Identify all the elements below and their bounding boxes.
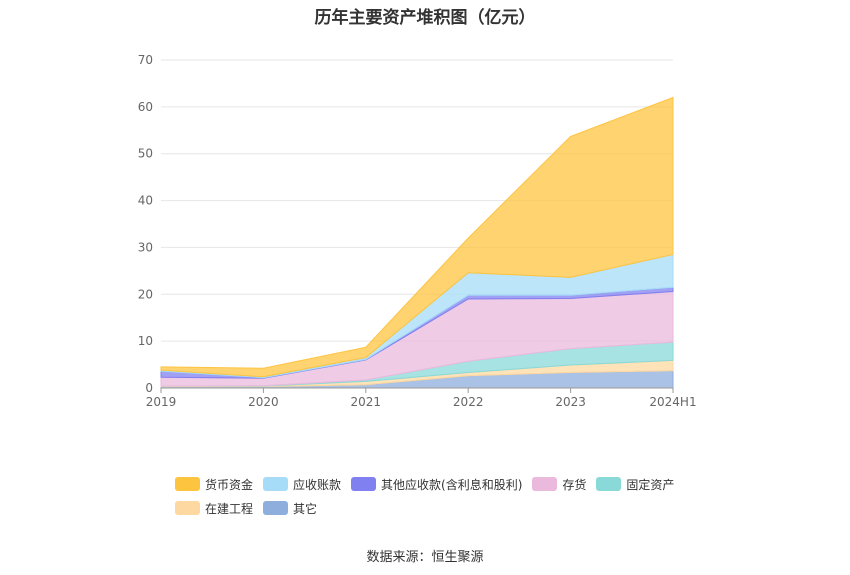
legend-label: 货币资金	[205, 477, 254, 492]
legend-swatch	[351, 477, 377, 491]
legend-label: 固定资产	[626, 477, 675, 492]
legend-label: 其他应收款(含利息和股利)	[381, 477, 523, 492]
legend-label: 存货	[562, 477, 587, 492]
y-tick-label: 0	[145, 381, 153, 395]
legend-row: 货币资金 应收账款 其他应收款(含利息和股利) 存货 固定资产	[175, 472, 695, 496]
legend-swatch	[175, 501, 200, 515]
legend-item[interactable]: 在建工程	[175, 500, 253, 517]
x-tick-label: 2020	[248, 395, 279, 409]
legend-swatch	[532, 477, 558, 491]
x-tick-label: 2019	[146, 395, 177, 409]
legend-label: 在建工程	[205, 501, 254, 516]
y-tick-label: 30	[138, 240, 153, 254]
axes: 0 10 20 30 40 50 60 70 2019 2020 2021 2022 2023 2024H…	[138, 53, 697, 409]
y-tick-label: 40	[138, 194, 153, 208]
legend-swatch	[263, 477, 289, 491]
legend-label: 应收账款	[293, 477, 342, 492]
y-tick-label: 50	[138, 147, 153, 161]
legend-label: 其它	[293, 501, 318, 516]
legend-swatch	[263, 501, 289, 515]
source-note: 数据来源：恒生聚源	[366, 550, 484, 565]
area-series	[160, 96, 674, 389]
legend-swatch	[175, 477, 200, 491]
chart-title: 历年主要资产堆积图（亿元）	[314, 8, 536, 28]
y-tick-label: 60	[138, 100, 153, 114]
legend-item[interactable]: 固定资产	[596, 476, 674, 493]
x-tick-label: 2022	[453, 395, 484, 409]
legend-item[interactable]: 应收账款	[263, 476, 341, 493]
legend: 货币资金 应收账款 其他应收款(含利息和股利) 存货 固定资产在建工程 其它	[175, 472, 695, 520]
legend-item[interactable]: 其他应收款(含利息和股利)	[351, 476, 522, 493]
x-tick-label: 2024H1	[649, 395, 696, 409]
y-tick-label: 70	[138, 53, 153, 67]
x-tick-label: 2023	[555, 395, 586, 409]
x-tick-label: 2021	[351, 395, 382, 409]
chart-plot: 0 10 20 30 40 50 60 70 2019 2020 2021 2022 2023 2024H…	[138, 53, 697, 409]
y-tick-label: 20	[138, 287, 153, 301]
legend-row: 在建工程 其它	[175, 496, 695, 520]
y-tick-label: 10	[138, 334, 153, 348]
legend-item[interactable]: 存货	[532, 476, 586, 493]
legend-swatch	[596, 477, 622, 491]
area-货币资金	[160, 96, 674, 378]
legend-item[interactable]: 其它	[263, 500, 317, 517]
legend-item[interactable]: 货币资金	[175, 476, 253, 493]
